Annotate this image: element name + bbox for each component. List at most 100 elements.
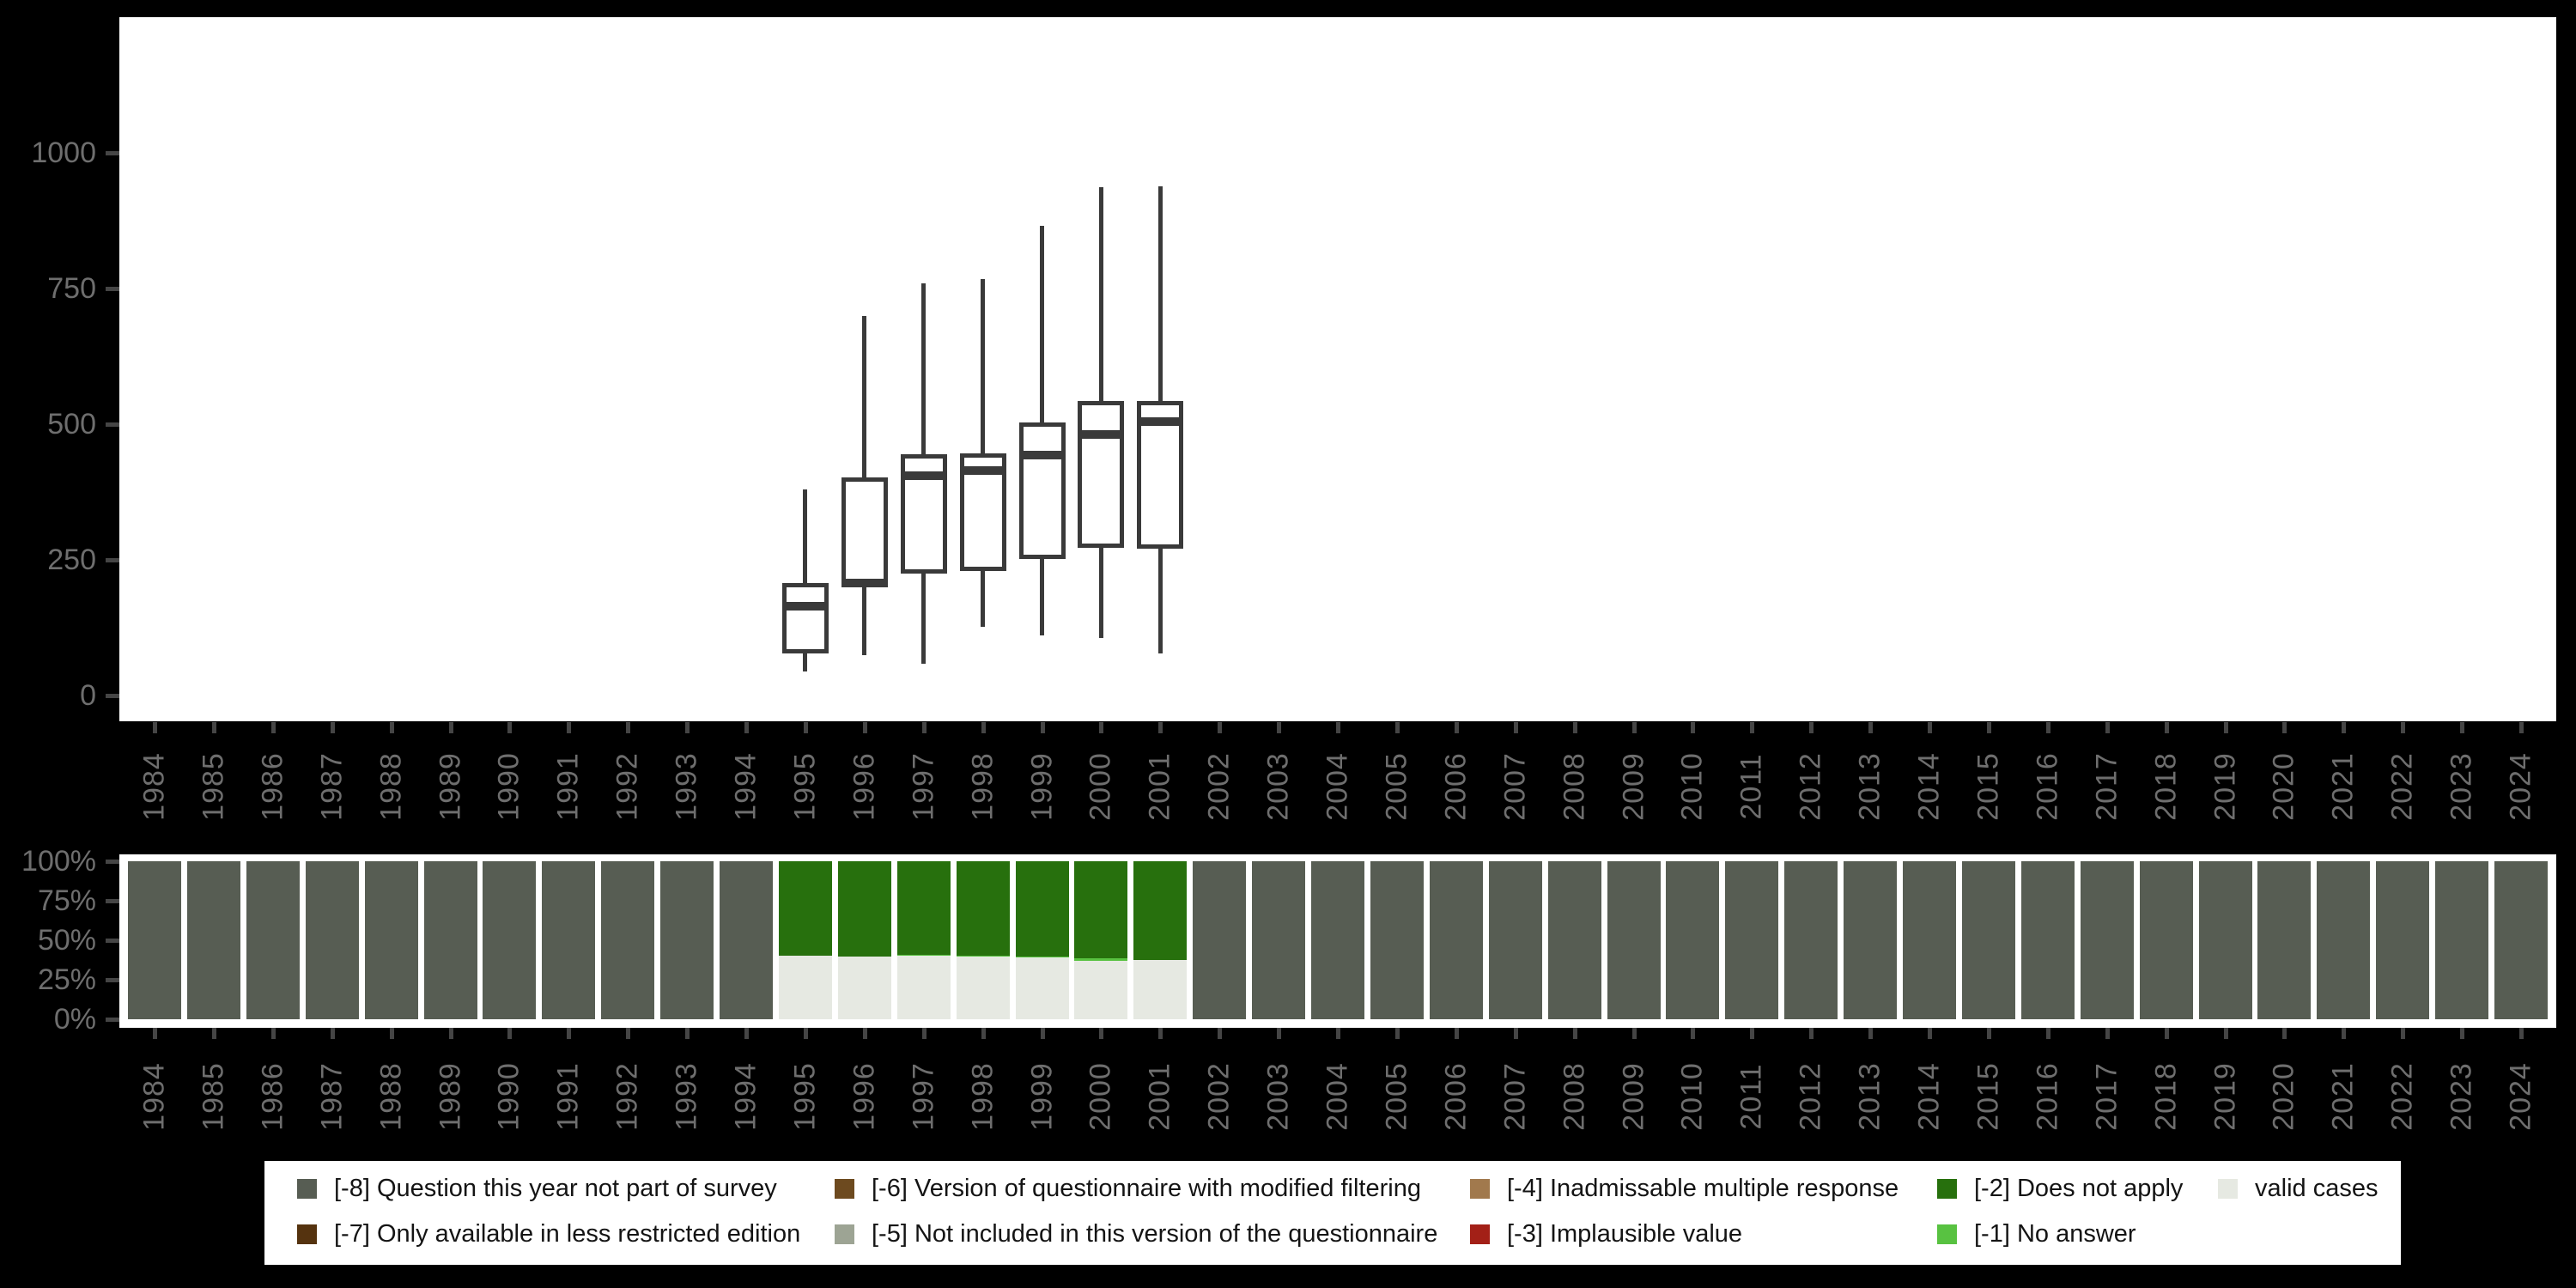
year-label-top: 1985 <box>197 752 230 821</box>
year-label-bottom: 2018 <box>2149 1062 2183 1131</box>
year-label-top: 1993 <box>670 752 703 821</box>
bar-segment-2002-code_-8 <box>1193 861 1247 1019</box>
y-axis-tick <box>106 422 119 427</box>
legend-label-valid: valid cases <box>2255 1174 2379 1202</box>
year-label-top: 2003 <box>1261 752 1295 821</box>
x-axis-tick-bottom <box>862 1028 867 1039</box>
year-label-top: 1997 <box>907 752 940 821</box>
year-label-top: 2021 <box>2326 752 2360 821</box>
year-label-bottom: 1993 <box>670 1062 703 1131</box>
bar-segment-1997-code_-1 <box>896 954 951 957</box>
legend-label-code_-4: [-4] Inadmissable multiple response <box>1507 1174 1899 1202</box>
x-axis-tick-top <box>1099 722 1104 733</box>
legend-label-code_-1: [-1] No answer <box>1974 1219 2136 1248</box>
percent-axis-tick-label: 0% <box>53 1003 96 1036</box>
year-label-top: 1994 <box>729 752 762 821</box>
x-axis-tick-bottom <box>330 1028 335 1039</box>
x-axis-tick-top <box>1809 722 1814 733</box>
percent-axis-tick <box>106 860 119 864</box>
percent-axis-tick <box>106 1018 119 1022</box>
year-label-bottom: 2010 <box>1675 1062 1709 1131</box>
bar-segment-2001-valid <box>1133 960 1188 1019</box>
year-label-top: 2007 <box>1498 752 1532 821</box>
year-label-top: 1999 <box>1025 752 1058 821</box>
bar-segment-2000-code_-2 <box>1074 861 1128 959</box>
y-axis-tick-label: 1000 <box>31 137 96 169</box>
bar-segment-2023-code_-8 <box>2435 861 2489 1019</box>
bar-segment-1991-code_-8 <box>542 861 596 1019</box>
year-label-bottom: 1999 <box>1025 1062 1058 1131</box>
bar-segment-2006-code_-8 <box>1429 861 1483 1019</box>
boxplot-box-1996 <box>841 477 888 586</box>
year-label-bottom: 2012 <box>1794 1062 1827 1131</box>
y-axis-tick <box>106 287 119 291</box>
year-label-bottom: 2021 <box>2326 1062 2360 1131</box>
x-axis-tick-bottom <box>1218 1028 1223 1039</box>
bar-segment-2022-code_-8 <box>2376 861 2430 1019</box>
percent-axis-tick-label: 25% <box>37 963 96 996</box>
year-label-top: 2009 <box>1617 752 1649 821</box>
boxplot-whisker-1995 <box>803 489 808 671</box>
year-label-top: 2013 <box>1853 752 1886 821</box>
legend-label-code_-5: [-5] Not included in this version of the… <box>872 1219 1438 1248</box>
y-axis-tick-label: 750 <box>47 272 96 305</box>
year-label-top: 2011 <box>1735 753 1768 820</box>
x-axis-tick-bottom <box>1572 1028 1577 1039</box>
x-axis-tick-bottom <box>1513 1028 1518 1039</box>
year-label-bottom: 2004 <box>1321 1062 1354 1131</box>
x-axis-tick-bottom <box>1099 1028 1104 1039</box>
bar-segment-1984-code_-8 <box>128 861 181 1019</box>
year-label-bottom: 1990 <box>492 1062 526 1131</box>
x-axis-tick-top <box>448 722 453 733</box>
year-label-bottom: 1984 <box>137 1062 171 1131</box>
legend-swatch-code_-4 <box>1470 1178 1490 1199</box>
year-label-top: 1988 <box>374 752 408 821</box>
year-label-top: 2004 <box>1321 752 1354 821</box>
year-label-bottom: 2008 <box>1558 1062 1591 1131</box>
year-label-bottom: 2023 <box>2445 1062 2478 1131</box>
x-axis-tick-top <box>389 722 394 733</box>
percent-axis-tick <box>106 978 119 982</box>
legend-swatch-code_-7 <box>297 1224 317 1244</box>
year-label-bottom: 2005 <box>1380 1062 1413 1131</box>
legend-swatch-code_-2 <box>1937 1178 1957 1199</box>
x-axis-tick-bottom <box>744 1028 749 1039</box>
legend-label-code_-6: [-6] Version of questionnaire with modif… <box>872 1174 1421 1202</box>
x-axis-tick-bottom <box>1809 1028 1814 1039</box>
bar-segment-2012-code_-8 <box>1784 861 1838 1019</box>
x-axis-tick-bottom <box>685 1028 690 1039</box>
bar-segment-1996-valid <box>837 957 891 1019</box>
percent-axis-tick-label: 100% <box>21 845 96 878</box>
x-axis-tick-bottom <box>2164 1028 2169 1039</box>
x-axis-tick-top <box>862 722 867 733</box>
bar-segment-2015-code_-8 <box>1961 861 2015 1019</box>
x-axis-tick-top <box>744 722 749 733</box>
bar-segment-2000-valid <box>1074 960 1128 1019</box>
year-label-top: 2022 <box>2385 752 2419 821</box>
x-axis-tick-bottom <box>507 1028 513 1039</box>
year-label-top: 2020 <box>2267 752 2300 821</box>
bar-segment-2005-code_-8 <box>1370 861 1424 1019</box>
x-axis-tick-top <box>1394 722 1400 733</box>
legend-item-code_-8: [-8] Question this year not part of surv… <box>297 1174 777 1203</box>
year-label-bottom: 1985 <box>197 1062 230 1131</box>
x-axis-tick-bottom <box>1750 1028 1755 1039</box>
bar-segment-1998-code_-1 <box>956 956 1010 957</box>
bar-segment-1993-code_-8 <box>660 861 714 1019</box>
year-label-bottom: 2002 <box>1202 1062 1236 1131</box>
legend-swatch-valid <box>2218 1178 2238 1199</box>
year-label-top: 1992 <box>611 752 644 821</box>
x-axis-tick-top <box>1277 722 1282 733</box>
x-axis-tick-top <box>2460 722 2465 733</box>
year-label-bottom: 2015 <box>1971 1062 2005 1131</box>
x-axis-tick-top <box>2164 722 2169 733</box>
y-axis-tick <box>106 558 119 562</box>
year-label-top: 2017 <box>2090 752 2123 821</box>
year-label-top: 2018 <box>2149 752 2183 821</box>
x-axis-tick-top <box>1750 722 1755 733</box>
x-axis-tick-bottom <box>1868 1028 1874 1039</box>
year-label-bottom: 2020 <box>2267 1062 2300 1131</box>
year-label-bottom: 1998 <box>966 1062 999 1131</box>
year-label-bottom: 1987 <box>315 1062 349 1131</box>
